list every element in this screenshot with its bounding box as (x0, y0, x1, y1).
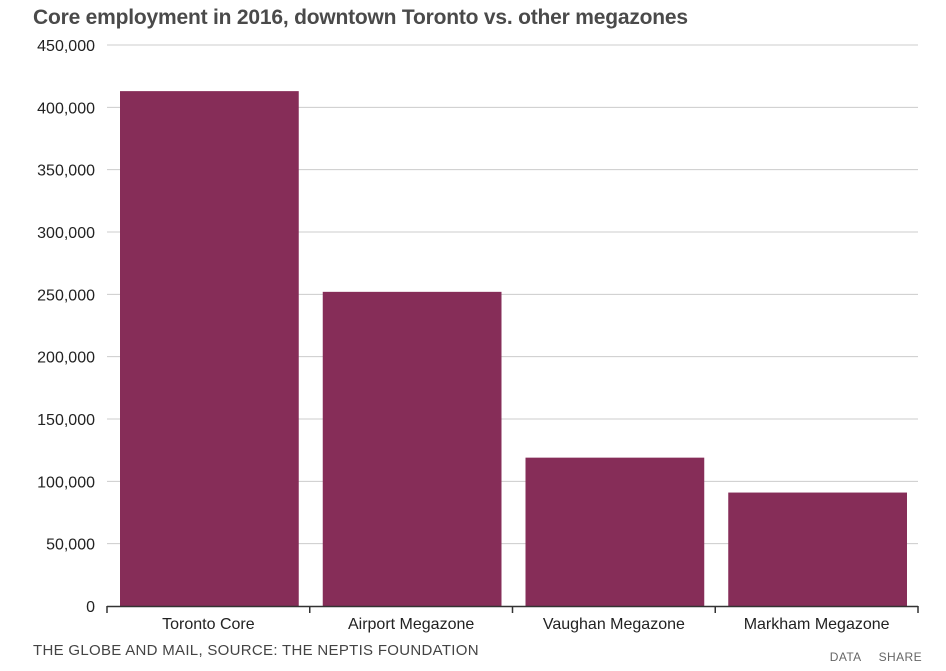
y-tick-label: 250,000 (37, 287, 95, 304)
y-tick-label: 200,000 (37, 350, 95, 367)
gridlines (107, 44, 918, 545)
y-tick-label: 300,000 (37, 225, 95, 242)
bar (322, 291, 502, 606)
bar (525, 457, 705, 606)
x-tick-label: Vaughan Megazone (543, 616, 685, 633)
x-tick-label: Toronto Core (162, 616, 255, 633)
y-tick-label: 0 (86, 599, 95, 616)
y-tick-label: 50,000 (46, 537, 95, 554)
bar (120, 91, 299, 607)
chart-title: Core employment in 2016, downtown Toront… (33, 6, 688, 29)
x-axis (106, 605, 919, 613)
y-tick-label: 100,000 (37, 474, 95, 491)
bars (120, 91, 907, 607)
y-tick-label: 400,000 (37, 100, 95, 117)
y-tick-label: 350,000 (37, 163, 95, 180)
y-tick-label: 150,000 (37, 412, 95, 429)
x-tick-label: Markham Megazone (744, 616, 890, 633)
bar (728, 492, 907, 606)
x-tick-label: Airport Megazone (348, 616, 474, 633)
source-credit: THE GLOBE AND MAIL, SOURCE: THE NEPTIS F… (33, 642, 479, 659)
y-tick-label: 450,000 (37, 38, 95, 55)
data-link[interactable]: DATA (829, 650, 861, 664)
footer-links: DATA SHARE (816, 650, 922, 664)
x-tick-labels: Toronto Core Airport Megazone Vaughan Mega… (162, 616, 890, 633)
share-link[interactable]: SHARE (878, 650, 922, 664)
y-tick-labels: 0 50,000 100,000 150,000 200,000 250,000 300,0… (37, 38, 95, 616)
